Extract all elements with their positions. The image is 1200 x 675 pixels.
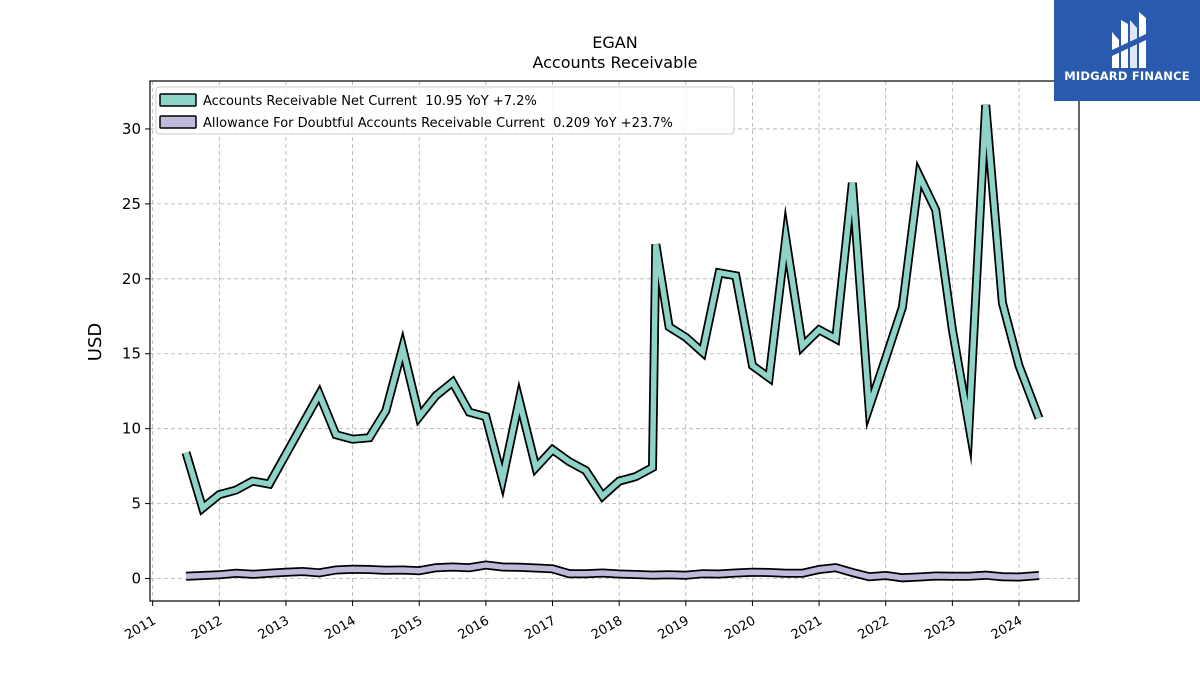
x-tick-label: 2020: [722, 613, 758, 643]
brand-logo: MIDGARD FINANCE: [1054, 0, 1200, 101]
plot-frame: [149, 80, 1080, 602]
legend-swatch-receivables: [159, 93, 197, 107]
y-tick-label: 10: [122, 420, 141, 438]
x-tick-label: 2017: [522, 613, 558, 643]
y-tick-label: 5: [131, 495, 141, 513]
x-tick-label: 2012: [189, 613, 225, 643]
x-tick-label: 2014: [322, 613, 358, 643]
legend-box: [155, 86, 735, 135]
legend-label-allowance: Allowance For Doubtful Accounts Receivab…: [203, 116, 673, 131]
grid: [150, 81, 1079, 601]
x-tick-label: 2018: [589, 613, 625, 643]
x-tick-label: 2021: [789, 613, 825, 643]
y-axis-label: USD: [85, 323, 106, 361]
legend-swatch-allowance: [159, 115, 197, 129]
y-tick-label: 30: [122, 120, 141, 138]
midgard-logo-icon: [1112, 12, 1146, 68]
x-tick-label: 2013: [256, 613, 292, 643]
x-tick-label: 2011: [123, 613, 159, 643]
x-axis-ticks: 2011 2012 2013 2014 2015 2016 2017 2018 2019 2020…: [123, 601, 1025, 643]
y-tick-label: 25: [122, 195, 141, 213]
chart-subtitle: Accounts Receivable: [532, 53, 697, 72]
x-tick-label: 2016: [456, 613, 492, 643]
series-0-line: [183, 104, 1042, 513]
series-0-outline: [181, 104, 1044, 516]
series-1-line: [185, 562, 1040, 581]
y-tick-label: 20: [122, 270, 141, 288]
y-axis-ticks: 0 5 10 15 20 25 30: [122, 120, 150, 588]
series-lines: [181, 104, 1044, 583]
x-tick-label: 2023: [922, 613, 958, 643]
legend-label-receivables: Accounts Receivable Net Current 10.95 Yo…: [203, 94, 537, 109]
y-tick-label: 0: [131, 570, 141, 588]
x-tick-label: 2024: [989, 613, 1025, 643]
x-tick-label: 2019: [656, 613, 692, 643]
legend: Accounts Receivable Net Current 10.95 Yo…: [155, 86, 735, 135]
brand-name: MIDGARD FINANCE: [1064, 69, 1190, 83]
chart-title: EGAN: [592, 33, 637, 52]
y-tick-label: 15: [122, 345, 141, 363]
x-tick-label: 2015: [389, 613, 425, 643]
x-tick-label: 2022: [856, 613, 892, 643]
